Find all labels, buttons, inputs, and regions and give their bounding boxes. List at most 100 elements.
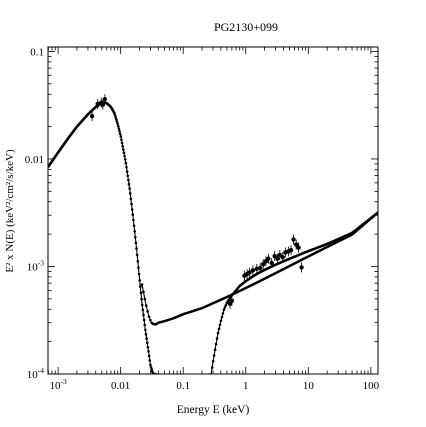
x-tick-label: 0.1 — [176, 380, 190, 392]
model-point — [220, 315, 224, 319]
data-marker — [95, 101, 100, 107]
model-point — [148, 359, 152, 362]
model-point — [113, 112, 116, 115]
data-marker — [266, 256, 271, 261]
data-marker — [260, 262, 266, 267]
model-point — [128, 192, 132, 195]
data-marker — [291, 237, 296, 242]
model-point — [144, 304, 148, 307]
y-axis-label: E² x N(E) (keV²/cm²/s/keV) — [4, 149, 16, 273]
y-tick-label: 10-3 — [27, 258, 44, 273]
data-point — [291, 234, 296, 245]
model-point — [140, 297, 143, 301]
model-point — [218, 323, 222, 327]
model-point — [130, 208, 134, 211]
model-point — [147, 354, 151, 358]
model-point — [210, 366, 214, 369]
model-point — [212, 354, 216, 357]
y-tick-label: 10-4 — [27, 366, 44, 381]
model-point — [215, 337, 219, 340]
chart-title: PG2130+099 — [214, 20, 278, 34]
model-point — [132, 218, 135, 222]
model-point — [147, 315, 151, 318]
data-point — [299, 262, 304, 273]
model-point — [213, 348, 217, 352]
x-axis-label: Energy E (keV) — [177, 404, 250, 416]
data-point — [275, 253, 280, 264]
x-tick-label: 1 — [243, 380, 249, 392]
model-point — [130, 202, 133, 206]
data-point — [257, 262, 263, 273]
model-point — [123, 158, 127, 161]
model-point — [123, 154, 126, 158]
model-point — [114, 116, 118, 119]
model-point — [142, 318, 146, 322]
model-point — [127, 178, 130, 182]
model-point — [125, 170, 129, 173]
data-point — [95, 98, 100, 109]
model-point — [219, 319, 223, 323]
model-point — [120, 141, 124, 145]
model-point — [144, 328, 147, 332]
data-marker — [257, 265, 263, 271]
model-curve-2 — [209, 211, 378, 374]
x-tick-label: 100 — [363, 380, 380, 392]
model-point — [146, 310, 149, 313]
model-point — [116, 122, 119, 126]
data-point — [250, 265, 256, 276]
model-point — [131, 213, 135, 217]
model-point — [122, 148, 125, 151]
data-point — [272, 251, 277, 262]
data-points — [89, 94, 304, 309]
model-point — [120, 138, 123, 142]
data-marker — [250, 268, 256, 273]
model-point — [140, 303, 144, 307]
data-point — [102, 94, 108, 105]
model-point — [135, 253, 139, 257]
model-point — [224, 303, 228, 307]
y-tick-label: 0.1 — [30, 46, 44, 58]
y-axis: 10-4 10-3 0.01 0.1 — [25, 46, 378, 381]
model-point — [133, 230, 136, 233]
model-point — [121, 144, 124, 148]
data-point — [280, 252, 285, 263]
data-point — [254, 263, 259, 274]
plot-area — [48, 94, 378, 374]
model-point — [138, 279, 141, 282]
model-point — [214, 342, 218, 346]
model-point — [216, 331, 220, 335]
model-point — [133, 235, 137, 239]
plot-frame — [47, 46, 379, 375]
x-tick-label: 10 — [303, 380, 315, 392]
data-point — [296, 242, 301, 253]
model-point — [149, 365, 153, 369]
model-point — [119, 135, 123, 138]
model-point — [142, 290, 145, 294]
model-point — [115, 120, 119, 124]
model-point — [118, 129, 121, 133]
model-point — [150, 368, 153, 371]
model-point — [146, 345, 150, 349]
model-point — [141, 308, 145, 312]
data-point — [229, 295, 235, 306]
data-point — [269, 257, 274, 268]
data-marker — [247, 270, 252, 275]
data-marker — [272, 253, 277, 259]
data-marker — [275, 256, 280, 261]
data-point — [293, 239, 299, 250]
data-marker — [102, 96, 108, 102]
model-point — [125, 165, 128, 169]
model-point — [140, 283, 144, 286]
data-marker — [89, 113, 95, 119]
model-point — [221, 312, 225, 315]
model-point — [139, 291, 143, 295]
model-point — [139, 285, 142, 288]
model-point — [144, 333, 148, 336]
model-point — [136, 259, 140, 263]
model-point — [135, 247, 138, 250]
model-point — [115, 118, 118, 121]
model-point — [145, 341, 149, 345]
data-marker — [299, 265, 304, 270]
data-marker — [280, 255, 285, 260]
